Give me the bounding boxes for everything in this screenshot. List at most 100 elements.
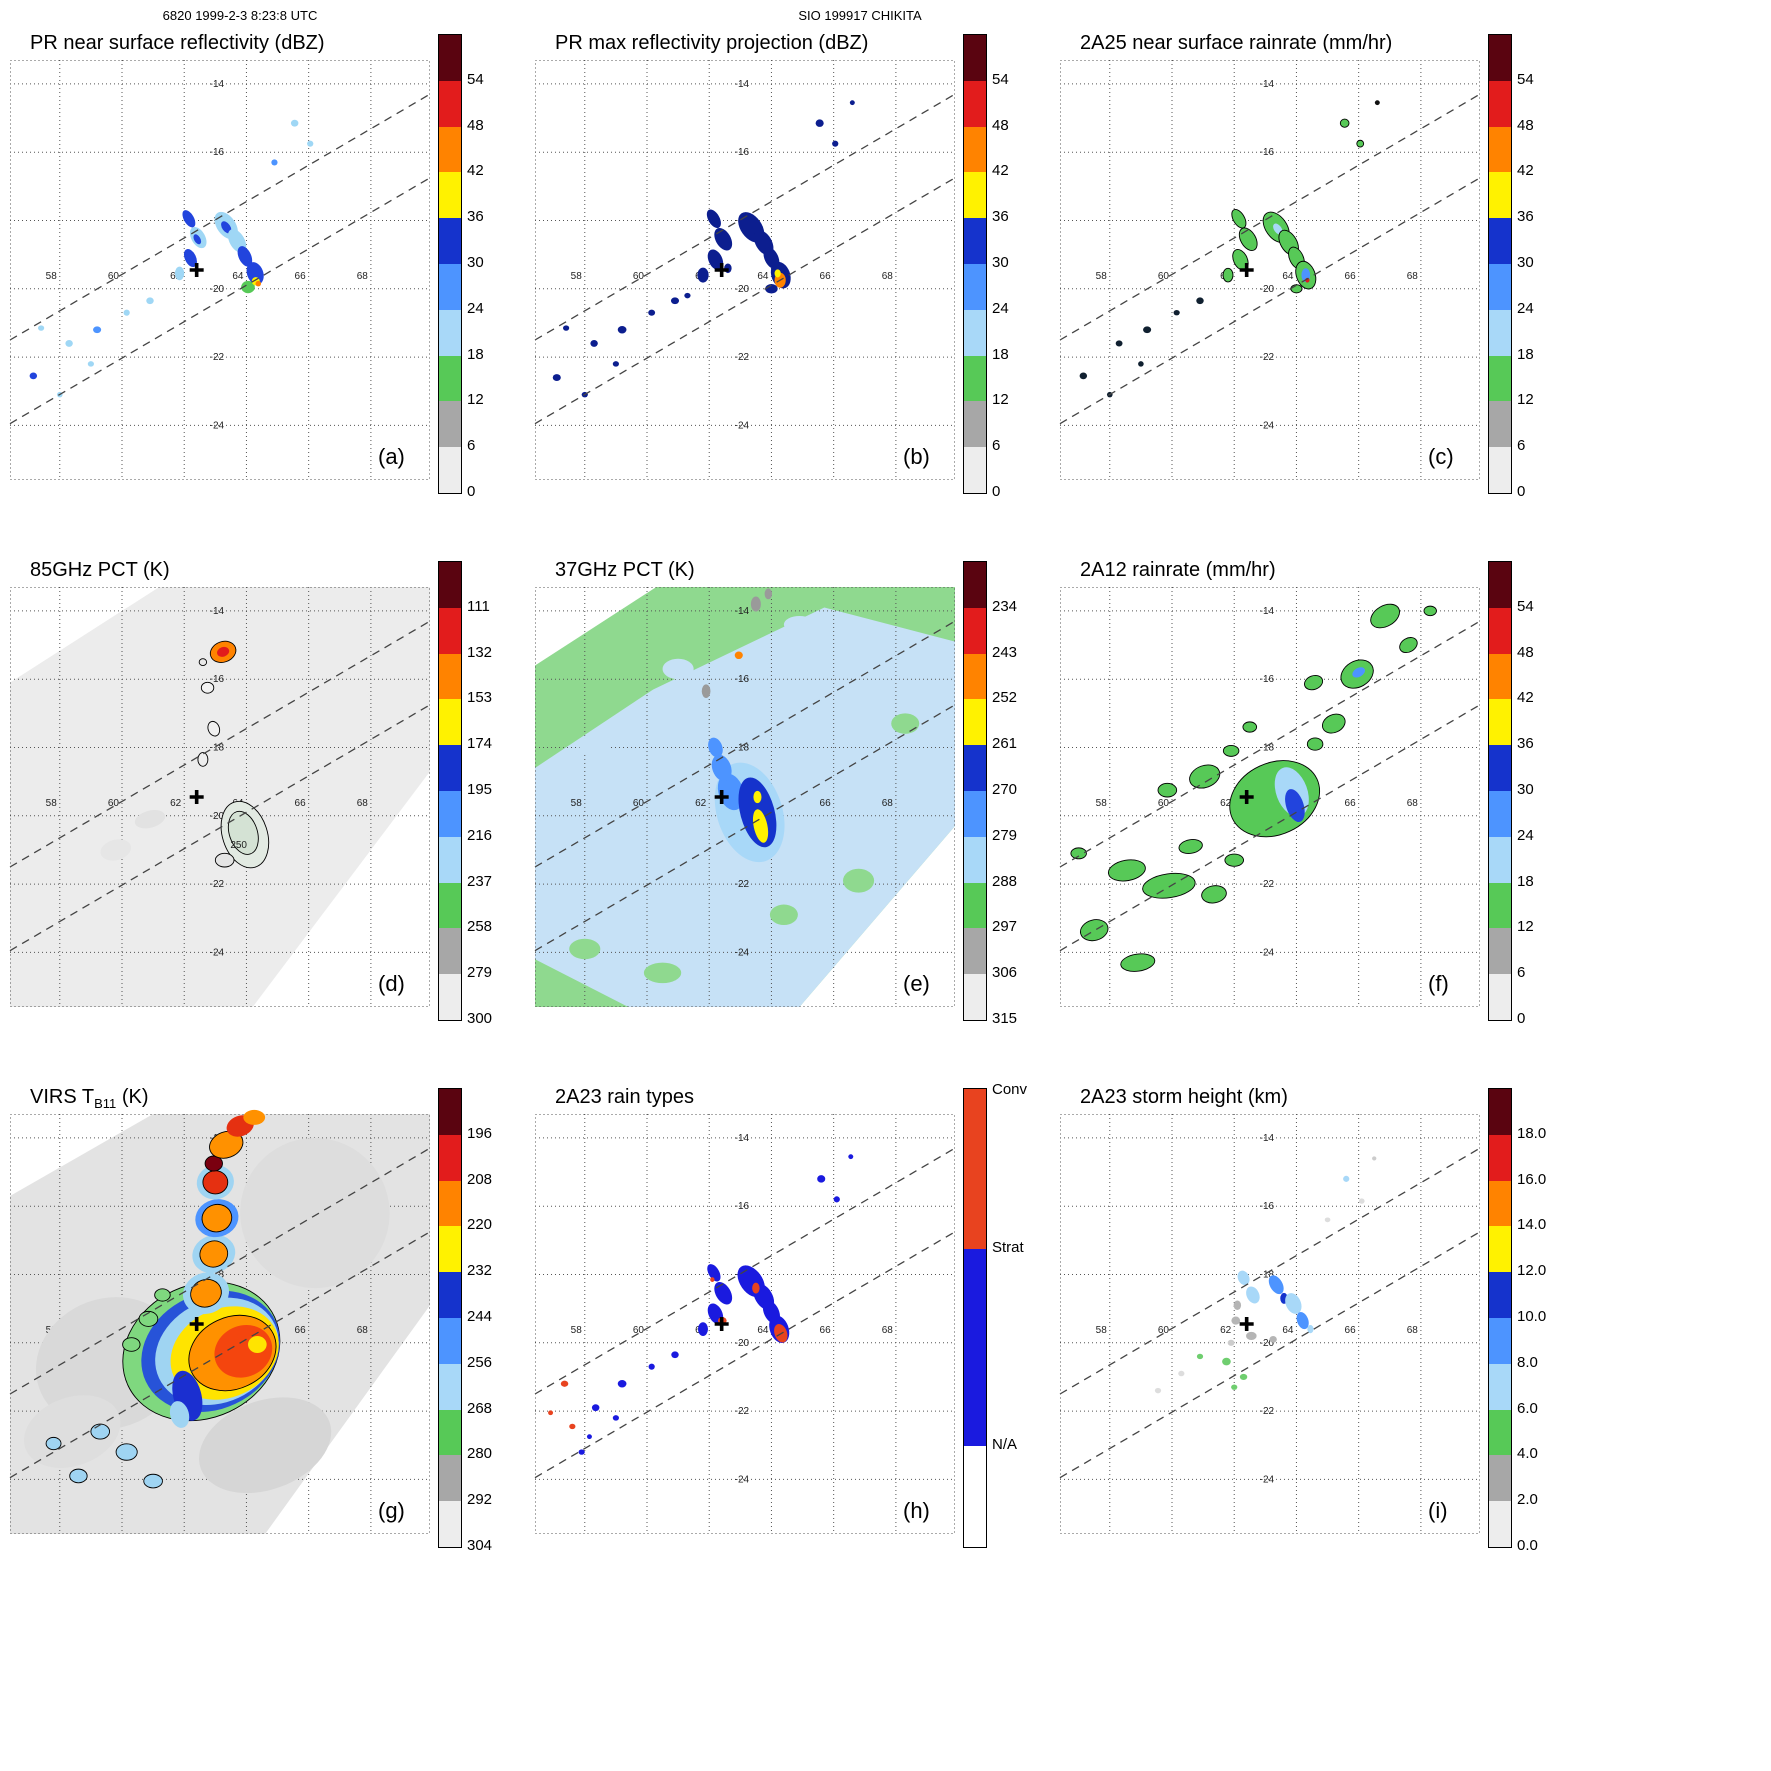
panel-f-title: 2A12 rainrate (mm/hr) [1080,559,1276,581]
svg-text:66: 66 [820,271,832,282]
colorbar-tick-label: 42 [1517,689,1534,707]
orbit-datetime-header: 6820 1999-2-3 8:23:8 UTC [162,8,318,23]
panel-i-letter: (i) [1428,1498,1448,1523]
svg-text:66: 66 [820,1325,832,1336]
colorbar-segment [964,790,986,837]
colorbar-segment [964,974,986,1020]
svg-text:62: 62 [1220,1325,1232,1336]
colorbar-segment [439,1272,461,1318]
colorbar-segment [439,882,461,929]
colorbar-segment [1489,1134,1511,1181]
colorbar-tick-label: 304 [467,1537,493,1554]
svg-text:58: 58 [1096,1325,1108,1336]
colorbar-segment [1489,928,1511,975]
panel-g-title: VIRS TB11 (K) [30,1086,148,1111]
colorbar-segment [964,218,986,264]
colorbar-segment [964,80,986,127]
colorbar-segment [1489,653,1511,700]
colorbar-tick-label: 243 [992,643,1018,661]
panel-c: 2A25 near surface rainrate (mm/hr) 58 60 6… [1056,24,1581,551]
svg-text:64: 64 [757,1325,769,1336]
colorbar-tick-label: 315 [992,1010,1018,1027]
svg-text:68: 68 [357,1325,369,1336]
colorbar-tick-label: 252 [992,689,1018,707]
colorbar-category-segment [964,1249,986,1447]
panel-e-letter: (e) [903,971,930,996]
panel-f-letter: (f) [1428,971,1449,996]
colorbar-segment [439,1089,461,1135]
svg-text:-24: -24 [735,947,750,958]
panel-i-title: 2A23 storm height (km) [1080,1086,1288,1108]
colorbar-segment [1489,607,1511,654]
colorbar-tick-label: 220 [467,1216,493,1234]
colorbar-segment [439,309,461,356]
svg-text:-24: -24 [1260,1474,1275,1485]
panel-a-letter: (a) [378,444,405,469]
svg-text:-14: -14 [1260,79,1275,90]
panel-c-title: 2A25 near surface rainrate (mm/hr) [1080,32,1393,54]
colorbar-tick-label: 42 [992,162,1009,180]
colorbar-segment [439,562,461,608]
colorbar-tick-label: 6 [992,437,1001,455]
colorbar-tick-label: 36 [1517,735,1534,753]
colorbar-tick-label: 270 [992,781,1018,798]
colorbar-segment [1489,882,1511,929]
colorbar-segment [1489,790,1511,837]
colorbar-segment [439,35,461,81]
svg-text:60: 60 [633,271,645,282]
colorbar-tick-label: 54 [1517,70,1534,88]
colorbar-segment [1489,836,1511,883]
colorbar-segment [1489,562,1511,608]
colorbar-tick-label: 2.0 [1517,1491,1538,1509]
colorbar-tick-label: 111 [467,597,490,615]
svg-text:58: 58 [571,1325,583,1336]
colorbar-tick-label: 30 [1517,254,1534,271]
colorbar-segment [1489,1363,1511,1410]
colorbar-segment [1489,745,1511,791]
svg-text:-16: -16 [1260,674,1275,685]
colorbar-tick-label: 153 [467,689,493,707]
svg-text:58: 58 [571,798,583,809]
svg-text:58: 58 [1096,271,1108,282]
svg-text:-22: -22 [735,352,750,363]
panel-d-letter: (d) [378,971,405,996]
colorbar-segment [1489,1455,1511,1502]
colorbar-tick-label: 0 [1517,483,1526,500]
colorbar-tick-label: 36 [467,208,484,226]
colorbar-segment [439,1226,461,1273]
svg-text:-24: -24 [210,420,225,431]
colorbar-segment [964,447,986,493]
colorbar-category-segment [964,1446,986,1547]
svg-text:-18: -18 [1260,1269,1275,1280]
colorbar-tick-label: 0.0 [1517,1537,1538,1554]
panel-i-colorbar [1488,1088,1512,1548]
colorbar-segment [439,263,461,310]
colorbar-tick-label: 268 [467,1399,493,1417]
svg-text:60: 60 [108,271,120,282]
colorbar-tick-label: 0 [467,483,476,500]
colorbar-tick-label: 4.0 [1517,1445,1538,1463]
panel-e-colorbar-labels: 234 243 252 261 270 279 288 297 306 315 [992,561,1054,1027]
colorbar-segment [1489,974,1511,1020]
colorbar-segment [439,447,461,493]
svg-text:-22: -22 [210,879,225,890]
svg-text:58: 58 [571,271,583,282]
svg-text:-20: -20 [1260,284,1275,295]
svg-text:66: 66 [295,798,307,809]
svg-text:68: 68 [357,271,369,282]
colorbar-segment [964,401,986,448]
panel-g-title-post: (K) [116,1086,149,1108]
panel-i-colorbar-labels: 18.0 16.0 14.0 12.0 10.0 8.0 6.0 4.0 2.0 0.0 [1517,1088,1579,1554]
panel-c-colorbar-labels: 54 48 42 36 30 24 18 12 6 0 [1517,34,1579,500]
svg-text:-24: -24 [1260,420,1275,431]
storm-name-header: SIO 199917 CHIKITA [798,8,922,23]
svg-text:-24: -24 [210,947,225,958]
colorbar-segment [439,1455,461,1502]
colorbar-tick-label: 6.0 [1517,1399,1538,1417]
colorbar-segment [439,745,461,791]
colorbar-tick-label: 216 [467,826,493,844]
